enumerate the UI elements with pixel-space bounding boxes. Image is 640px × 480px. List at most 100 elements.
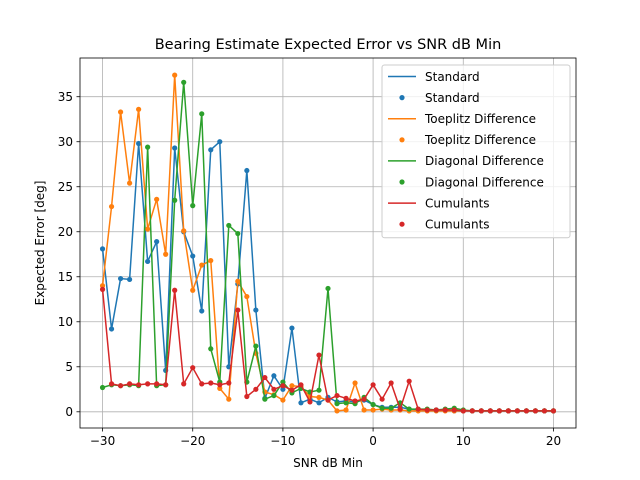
series-layer bbox=[99, 72, 557, 414]
y-tick-label: 15 bbox=[58, 270, 73, 284]
data-point bbox=[172, 72, 178, 78]
legend-marker-swatch bbox=[399, 179, 405, 185]
legend-label: Diagonal Difference bbox=[425, 154, 544, 168]
data-point bbox=[244, 393, 250, 400]
data-point bbox=[343, 400, 349, 406]
legend-box bbox=[381, 64, 571, 239]
data-point bbox=[181, 228, 187, 234]
data-point bbox=[406, 378, 412, 384]
data-point bbox=[136, 140, 142, 147]
data-point bbox=[334, 408, 340, 414]
data-point bbox=[289, 383, 295, 389]
data-point bbox=[541, 408, 548, 414]
data-point bbox=[316, 400, 322, 406]
x-tick-label: 20 bbox=[546, 434, 561, 448]
data-point bbox=[280, 386, 286, 392]
y-tick-label: 5 bbox=[65, 360, 73, 374]
data-point bbox=[208, 380, 214, 386]
data-point bbox=[226, 380, 232, 386]
legend-label: Cumulants bbox=[425, 196, 490, 210]
data-point bbox=[343, 395, 349, 401]
data-point bbox=[379, 396, 385, 402]
x-tick-label: −10 bbox=[270, 434, 295, 448]
data-point bbox=[136, 106, 142, 112]
data-point bbox=[172, 287, 178, 293]
data-point bbox=[451, 407, 457, 413]
y-tick-label: 0 bbox=[65, 405, 73, 419]
data-point bbox=[397, 406, 403, 412]
data-point bbox=[433, 407, 439, 413]
data-point bbox=[99, 384, 106, 391]
data-point bbox=[406, 406, 412, 412]
data-point bbox=[442, 407, 448, 413]
data-point bbox=[190, 365, 196, 371]
data-point bbox=[145, 144, 151, 150]
data-point bbox=[523, 408, 530, 414]
data-point bbox=[370, 401, 376, 408]
data-point bbox=[226, 396, 232, 402]
data-point bbox=[244, 167, 250, 174]
data-point bbox=[217, 385, 223, 391]
data-point bbox=[127, 276, 133, 283]
data-point bbox=[154, 381, 160, 387]
data-point bbox=[217, 382, 223, 388]
data-point bbox=[108, 381, 115, 387]
data-point bbox=[280, 397, 286, 403]
x-axis-label: SNR dB Min bbox=[293, 456, 363, 470]
x-tick-label: −20 bbox=[180, 434, 205, 448]
y-tick-label: 10 bbox=[58, 315, 73, 329]
legend-label: Toeplitz Difference bbox=[424, 133, 536, 147]
data-point bbox=[117, 275, 124, 282]
data-point bbox=[99, 286, 106, 292]
data-point bbox=[235, 278, 241, 284]
data-point bbox=[154, 196, 160, 202]
data-point bbox=[235, 307, 241, 313]
data-point bbox=[99, 283, 106, 289]
data-point bbox=[253, 307, 259, 313]
data-point bbox=[388, 380, 394, 386]
data-point bbox=[127, 381, 133, 387]
x-axis: −30 −20 −10 0 10 20 bbox=[90, 428, 561, 448]
y-tick-label: 35 bbox=[58, 90, 73, 104]
data-point bbox=[172, 197, 178, 203]
data-point bbox=[352, 380, 358, 386]
legend-label: Cumulants bbox=[425, 218, 490, 232]
data-point bbox=[505, 408, 511, 414]
data-point bbox=[145, 381, 151, 387]
x-tick-label: 10 bbox=[456, 434, 471, 448]
data-point bbox=[108, 203, 115, 210]
data-point bbox=[190, 287, 196, 293]
data-point bbox=[334, 392, 340, 399]
data-point bbox=[181, 381, 187, 387]
data-point bbox=[199, 111, 205, 117]
data-point bbox=[271, 373, 277, 379]
data-point bbox=[361, 407, 367, 413]
data-point bbox=[172, 145, 178, 151]
x-tick-label: 0 bbox=[369, 434, 377, 448]
data-point bbox=[199, 381, 205, 387]
plot-frame bbox=[79, 57, 577, 429]
x-tick-label: −30 bbox=[90, 434, 115, 448]
data-point bbox=[478, 408, 484, 414]
y-tick-label: 30 bbox=[58, 135, 73, 149]
data-point bbox=[262, 396, 268, 402]
y-tick-label: 25 bbox=[58, 180, 73, 194]
data-point bbox=[208, 346, 214, 352]
legend-marker-swatch bbox=[399, 221, 405, 227]
data-point bbox=[253, 343, 259, 349]
legend-label: Toeplitz Difference bbox=[424, 112, 536, 126]
data-point bbox=[415, 406, 421, 412]
data-point bbox=[145, 258, 151, 265]
data-point bbox=[370, 382, 376, 388]
data-point bbox=[163, 382, 169, 388]
data-point bbox=[190, 203, 196, 209]
data-point bbox=[145, 226, 151, 232]
legend-label: Standard bbox=[425, 91, 480, 105]
data-point bbox=[514, 408, 520, 414]
data-point bbox=[388, 405, 394, 411]
data-point bbox=[235, 230, 241, 237]
data-point bbox=[325, 397, 331, 403]
data-point bbox=[108, 326, 115, 332]
data-point bbox=[298, 382, 304, 388]
